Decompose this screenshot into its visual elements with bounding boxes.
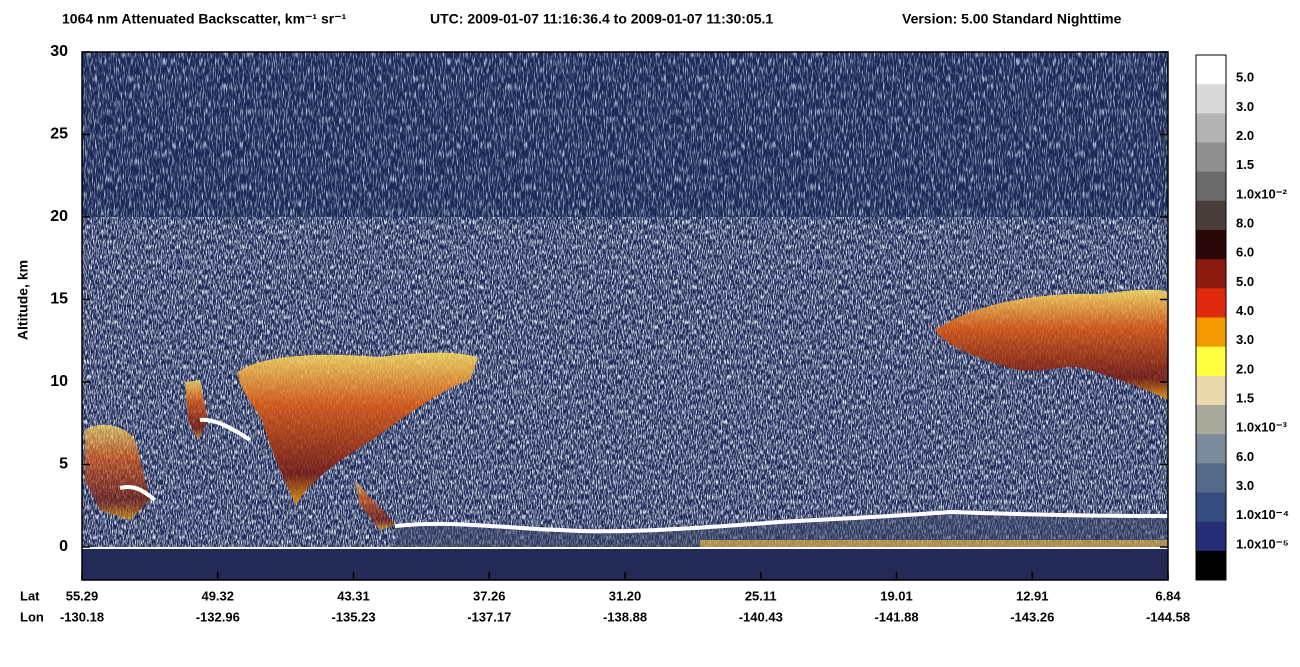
colorbar-band xyxy=(1196,550,1226,581)
colorbar-band xyxy=(1196,113,1226,143)
x-tick-label: 12.91 xyxy=(1016,588,1049,603)
colorbar-label: 1.5 xyxy=(1236,157,1254,172)
colorbar-label: 6.0 xyxy=(1236,449,1254,464)
x-tick-label: 43.31 xyxy=(337,588,370,603)
cloud xyxy=(355,480,395,530)
colorbar-label: 3.0 xyxy=(1236,478,1254,493)
backscatter-image xyxy=(82,52,1169,580)
colorbar-label: 8.0 xyxy=(1236,215,1254,230)
x-tick-label: 37.26 xyxy=(473,588,506,603)
colorbar-label: 6.0 xyxy=(1236,245,1254,260)
y-axis-label: Altitude, km xyxy=(15,260,31,340)
x-tick-label: 6.84 xyxy=(1155,588,1181,603)
x-tick-label: 19.01 xyxy=(880,588,913,603)
x-row-label: Lat xyxy=(20,588,40,603)
y-tick-label: 20 xyxy=(50,208,68,225)
colorbar-band xyxy=(1196,200,1226,231)
colorbar-band xyxy=(1196,171,1226,202)
colorbar-band xyxy=(1196,375,1226,406)
x-tick-label: -132.96 xyxy=(196,609,240,624)
colorbar-label: 1.0x10⁻⁴ xyxy=(1236,507,1289,522)
x-tick-label: -141.88 xyxy=(874,609,918,624)
x-tick-label: -130.18 xyxy=(60,609,104,624)
cloud xyxy=(85,424,150,520)
colorbar-label: 2.0 xyxy=(1236,361,1254,376)
x-tick-label: -137.17 xyxy=(467,609,511,624)
colorbar-label: 2.0 xyxy=(1236,128,1254,143)
colorbar-label: 1.0x10⁻⁵ xyxy=(1236,536,1289,551)
x-tick-label: 55.29 xyxy=(66,588,99,603)
colorbar-band xyxy=(1196,317,1226,348)
cloud xyxy=(185,380,208,440)
colorbar-band xyxy=(1196,84,1226,114)
colorbar-band xyxy=(1196,346,1226,377)
x-tick-label: -143.26 xyxy=(1010,609,1054,624)
chart-title: 1064 nm Attenuated Backscatter, km⁻¹ sr⁻… xyxy=(62,11,347,27)
colorbar-band xyxy=(1196,492,1226,523)
boundary-layer xyxy=(395,512,1168,548)
colorbar-band xyxy=(1196,142,1226,173)
colorbar-band xyxy=(1196,463,1226,493)
colorbar-band xyxy=(1196,521,1226,552)
colorbar-label: 1.0x10⁻³ xyxy=(1236,420,1288,435)
x-tick-label: -140.43 xyxy=(739,609,783,624)
colorbar-band xyxy=(1196,434,1226,464)
x-tick-label: -135.23 xyxy=(331,609,375,624)
colorbar-band xyxy=(1196,55,1226,85)
y-tick-label: 5 xyxy=(59,456,68,473)
cloud xyxy=(935,289,1168,400)
x-tick-label: -144.58 xyxy=(1146,609,1190,624)
x-tick-label: -138.88 xyxy=(603,609,647,624)
colorbar-band xyxy=(1196,288,1226,318)
colorbar-label: 4.0 xyxy=(1236,303,1254,318)
x-tick-label: 25.11 xyxy=(745,588,777,603)
y-tick-label: 15 xyxy=(50,291,68,308)
time-range: UTC: 2009-01-07 11:16:36.4 to 2009-01-07… xyxy=(430,11,773,27)
colorbar-label: 3.0 xyxy=(1236,99,1254,114)
colorbar-band xyxy=(1196,230,1226,260)
colorbar-label: 5.0 xyxy=(1236,274,1254,289)
y-tick-label: 30 xyxy=(50,43,68,60)
cloud xyxy=(238,352,478,505)
colorbar-label: 1.0x10⁻² xyxy=(1236,186,1288,201)
y-tick-label: 10 xyxy=(50,373,68,390)
noise-upper xyxy=(82,52,1168,217)
colorbar-frame xyxy=(1195,54,1227,581)
version: Version: 5.00 Standard Nighttime xyxy=(902,11,1122,27)
cloud-top xyxy=(199,417,252,442)
y-tick-label: 25 xyxy=(50,126,68,143)
colorbar-label: 1.5 xyxy=(1236,390,1254,405)
colorbar-band xyxy=(1196,405,1226,435)
colorbar-band xyxy=(1196,259,1226,289)
colorbar-label: 5.0 xyxy=(1236,70,1254,85)
x-tick-label: 49.32 xyxy=(201,588,234,603)
y-tick-label: 0 xyxy=(59,538,68,555)
colorbar-label: 3.0 xyxy=(1236,332,1254,347)
cloud-top xyxy=(119,485,157,502)
x-row-label: Lon xyxy=(20,609,44,624)
x-tick-label: 31.20 xyxy=(609,588,642,603)
surface-return xyxy=(700,540,1168,548)
cloud-top xyxy=(394,509,1169,534)
